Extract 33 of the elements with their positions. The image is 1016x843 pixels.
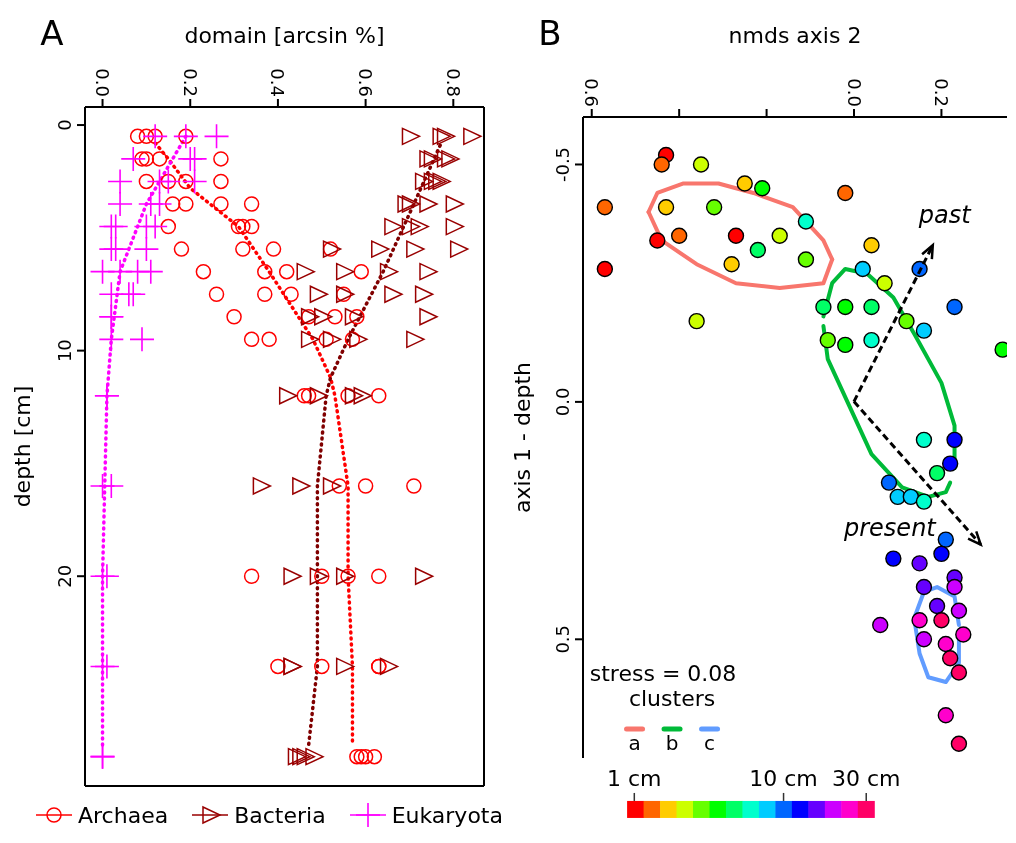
y-tick-label: 20 [54,564,75,588]
x-tick-label: 0.8 [442,68,464,97]
x-tick-label: 0.0 [843,78,865,107]
annotation: present [843,514,938,543]
x-tick-label: 0.6 [355,68,377,97]
x-tick-label: 0.2 [179,68,201,97]
legend-title: clusters [628,686,716,712]
x-axis-title: nmds axis 2 [728,23,862,48]
chart-title: A [40,13,64,53]
chart-title: B [538,13,562,53]
text: 1 cm [607,766,662,792]
y-axis-title: depth [cm] [10,385,35,508]
text: 10 cm [749,766,818,792]
x-tick-label: 0.6 [581,78,603,107]
annotation: stress = 0.08 [589,661,737,687]
y-tick-label: 10 [54,339,75,363]
x-tick-label: 0.4 [267,68,289,97]
legend-label: Archaea [78,802,169,828]
y-tick-label: 0.5 [552,624,573,654]
y-tick-label: 0 [54,119,75,131]
legend-label: a [628,731,641,756]
x-axis-title: domain [arcsin %] [184,23,385,48]
text: 30 cm [831,766,901,792]
y-tick-label: 0.0 [552,387,573,417]
legend-label: Bacteria [234,802,326,828]
legend-label: c [704,731,716,756]
y-tick-label: -0.5 [552,146,573,183]
x-tick-label: 0.0 [92,68,114,97]
legend-label: Eukaryota [391,802,503,828]
legend-label: b [665,731,679,756]
annotation: past [917,201,973,230]
y-axis-title: axis 1 - depth [510,361,535,514]
x-tick-label: 0.2 [930,78,952,107]
